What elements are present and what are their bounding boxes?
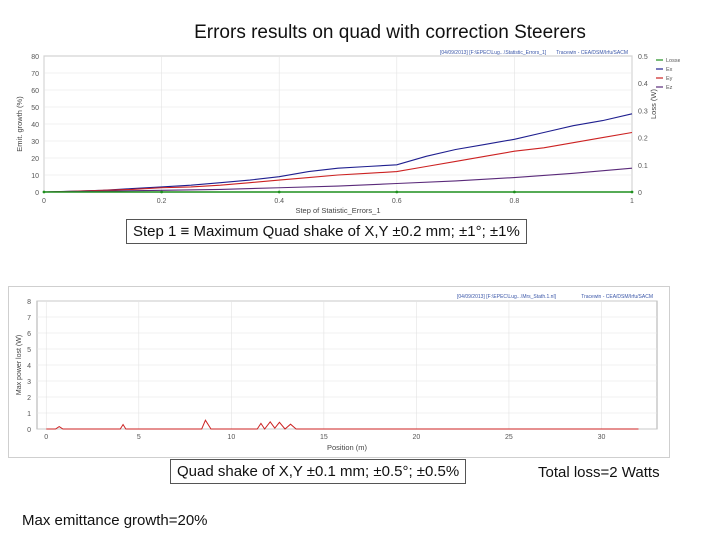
- x-tick-label: 0.8: [510, 198, 520, 205]
- series-point-losses: [395, 190, 399, 194]
- legend-label-ex: Ex: [666, 67, 673, 73]
- series-line-ex: [43, 113, 633, 193]
- x-tick-label: 0.6: [392, 198, 402, 205]
- legend-label-ez: Ez: [666, 85, 673, 91]
- quad-shake-label: Quad shake of X,Y ±0.1 mm; ±0.5°; ±0.5%: [170, 459, 467, 484]
- legend-label-losses: Losses: [666, 58, 680, 64]
- y-tick-label-left: 60: [31, 88, 39, 95]
- x-tick-label: 30: [598, 434, 606, 441]
- x-tick-label: 25: [505, 434, 513, 441]
- y-tick-label: 8: [27, 299, 31, 306]
- x-axis-label: Position (m): [327, 443, 368, 452]
- x-tick-label: 20: [413, 434, 421, 441]
- legend-label-ey: Ey: [666, 76, 673, 82]
- emittance-chart-panel: 0 10 20 30 40 50 60 70 80 0 0.2 0.4 0.6 0.8 1 0 0.1 0.2 0.…: [10, 48, 684, 216]
- series-point-losses: [630, 190, 634, 194]
- y-tick-label-left: 50: [31, 105, 39, 112]
- series-line-ey: [43, 131, 633, 193]
- y-tick-label-left: 70: [31, 71, 39, 78]
- series-line-ez: [43, 167, 633, 193]
- series-point-losses: [42, 190, 46, 194]
- x-tick-label: 10: [227, 434, 235, 441]
- y-tick-label-right: 0.4: [638, 81, 648, 88]
- y-tick-label-left: 0: [35, 190, 39, 197]
- y-tick-label-right: 0.5: [638, 54, 648, 61]
- y-tick-label: 2: [27, 395, 31, 402]
- chart-header-left: [04/09/2013] [F:\EPEC\Lug...\Mrs_Stath.1…: [457, 294, 557, 300]
- chart-header-right: Tracewin - CEA/DSM/Irfu/SACM: [581, 294, 653, 300]
- y-axis-label-right: Loss (W): [649, 88, 658, 119]
- x-tick-label: 15: [320, 434, 328, 441]
- total-loss-text: Total loss=2 Watts: [538, 464, 660, 481]
- step1-label: Step 1 ≡ Maximum Quad shake of X,Y ±0.2 …: [126, 219, 527, 244]
- y-tick-label-right: 0: [638, 190, 642, 197]
- slide-title: Errors results on quad with correction S…: [194, 22, 586, 43]
- x-axis-label: Step of Statistic_Errors_1: [295, 206, 380, 215]
- y-tick-label-left: 80: [31, 54, 39, 61]
- max-power-lost-chart: 0 1 2 3 4 5 6 7 8 0 5 10 15 20 25 30 Position (m) Max pow…: [16, 294, 658, 452]
- series-point-losses: [160, 190, 164, 194]
- y-tick-label-right: 0.3: [638, 108, 648, 115]
- x-tick-label: 0.4: [274, 198, 284, 205]
- y-axis-label: Max power lost (W): [16, 335, 23, 395]
- y-tick-label-right: 0.2: [638, 136, 648, 143]
- y-tick-label-left: 40: [31, 122, 39, 129]
- x-tick-label: 0: [42, 198, 46, 205]
- y-tick-label: 0: [27, 427, 31, 434]
- y-tick-label-left: 10: [31, 173, 39, 180]
- y-tick-label-right: 0.1: [638, 163, 648, 170]
- y-tick-label: 6: [27, 331, 31, 338]
- x-tick-label: 5: [137, 434, 141, 441]
- y-tick-label-left: 20: [31, 156, 39, 163]
- x-tick-label: 0: [44, 434, 48, 441]
- emittance-growth-text: Max emittance growth=20%: [22, 512, 208, 529]
- series-line-power-lost: [46, 419, 639, 430]
- chart-header-left: [04/09/2013] [F:\EPEC\Lug...\Statistic_E…: [440, 50, 547, 56]
- y-tick-label: 1: [27, 411, 31, 418]
- y-axis-label-left: Emit. growth (%): [15, 96, 24, 152]
- y-tick-label: 4: [27, 363, 31, 370]
- y-tick-label: 5: [27, 347, 31, 354]
- series-point-losses: [277, 190, 281, 194]
- x-tick-label: 0.2: [157, 198, 167, 205]
- y-tick-label: 7: [27, 315, 31, 322]
- power-loss-chart-panel: 0 1 2 3 4 5 6 7 8 0 5 10 15 20 25 30 Position (m) Max pow…: [8, 286, 670, 458]
- x-tick-label: 1: [630, 198, 634, 205]
- y-tick-label-left: 30: [31, 139, 39, 146]
- series-point-losses: [513, 190, 516, 194]
- chart-header-right: Tracewin - CEA/DSM/Irfu/SACM: [556, 50, 628, 56]
- y-tick-label: 3: [27, 379, 31, 386]
